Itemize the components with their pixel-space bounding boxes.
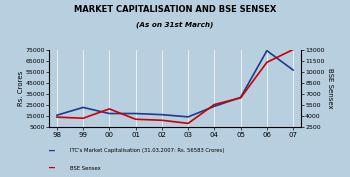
Text: —: — — [49, 163, 55, 173]
Text: MARKET CAPITALISATION AND BSE SENSEX: MARKET CAPITALISATION AND BSE SENSEX — [74, 5, 276, 14]
Text: BSE Sensex: BSE Sensex — [70, 166, 101, 171]
Text: ITC's Market Capitalisation (31.03.2007: Rs. 56583 Crores): ITC's Market Capitalisation (31.03.2007:… — [70, 148, 224, 153]
Text: —: — — [49, 145, 55, 155]
Y-axis label: BSE Sensex: BSE Sensex — [328, 68, 334, 109]
Text: (As on 31st March): (As on 31st March) — [136, 21, 214, 28]
Y-axis label: Rs. Crores: Rs. Crores — [18, 71, 24, 106]
